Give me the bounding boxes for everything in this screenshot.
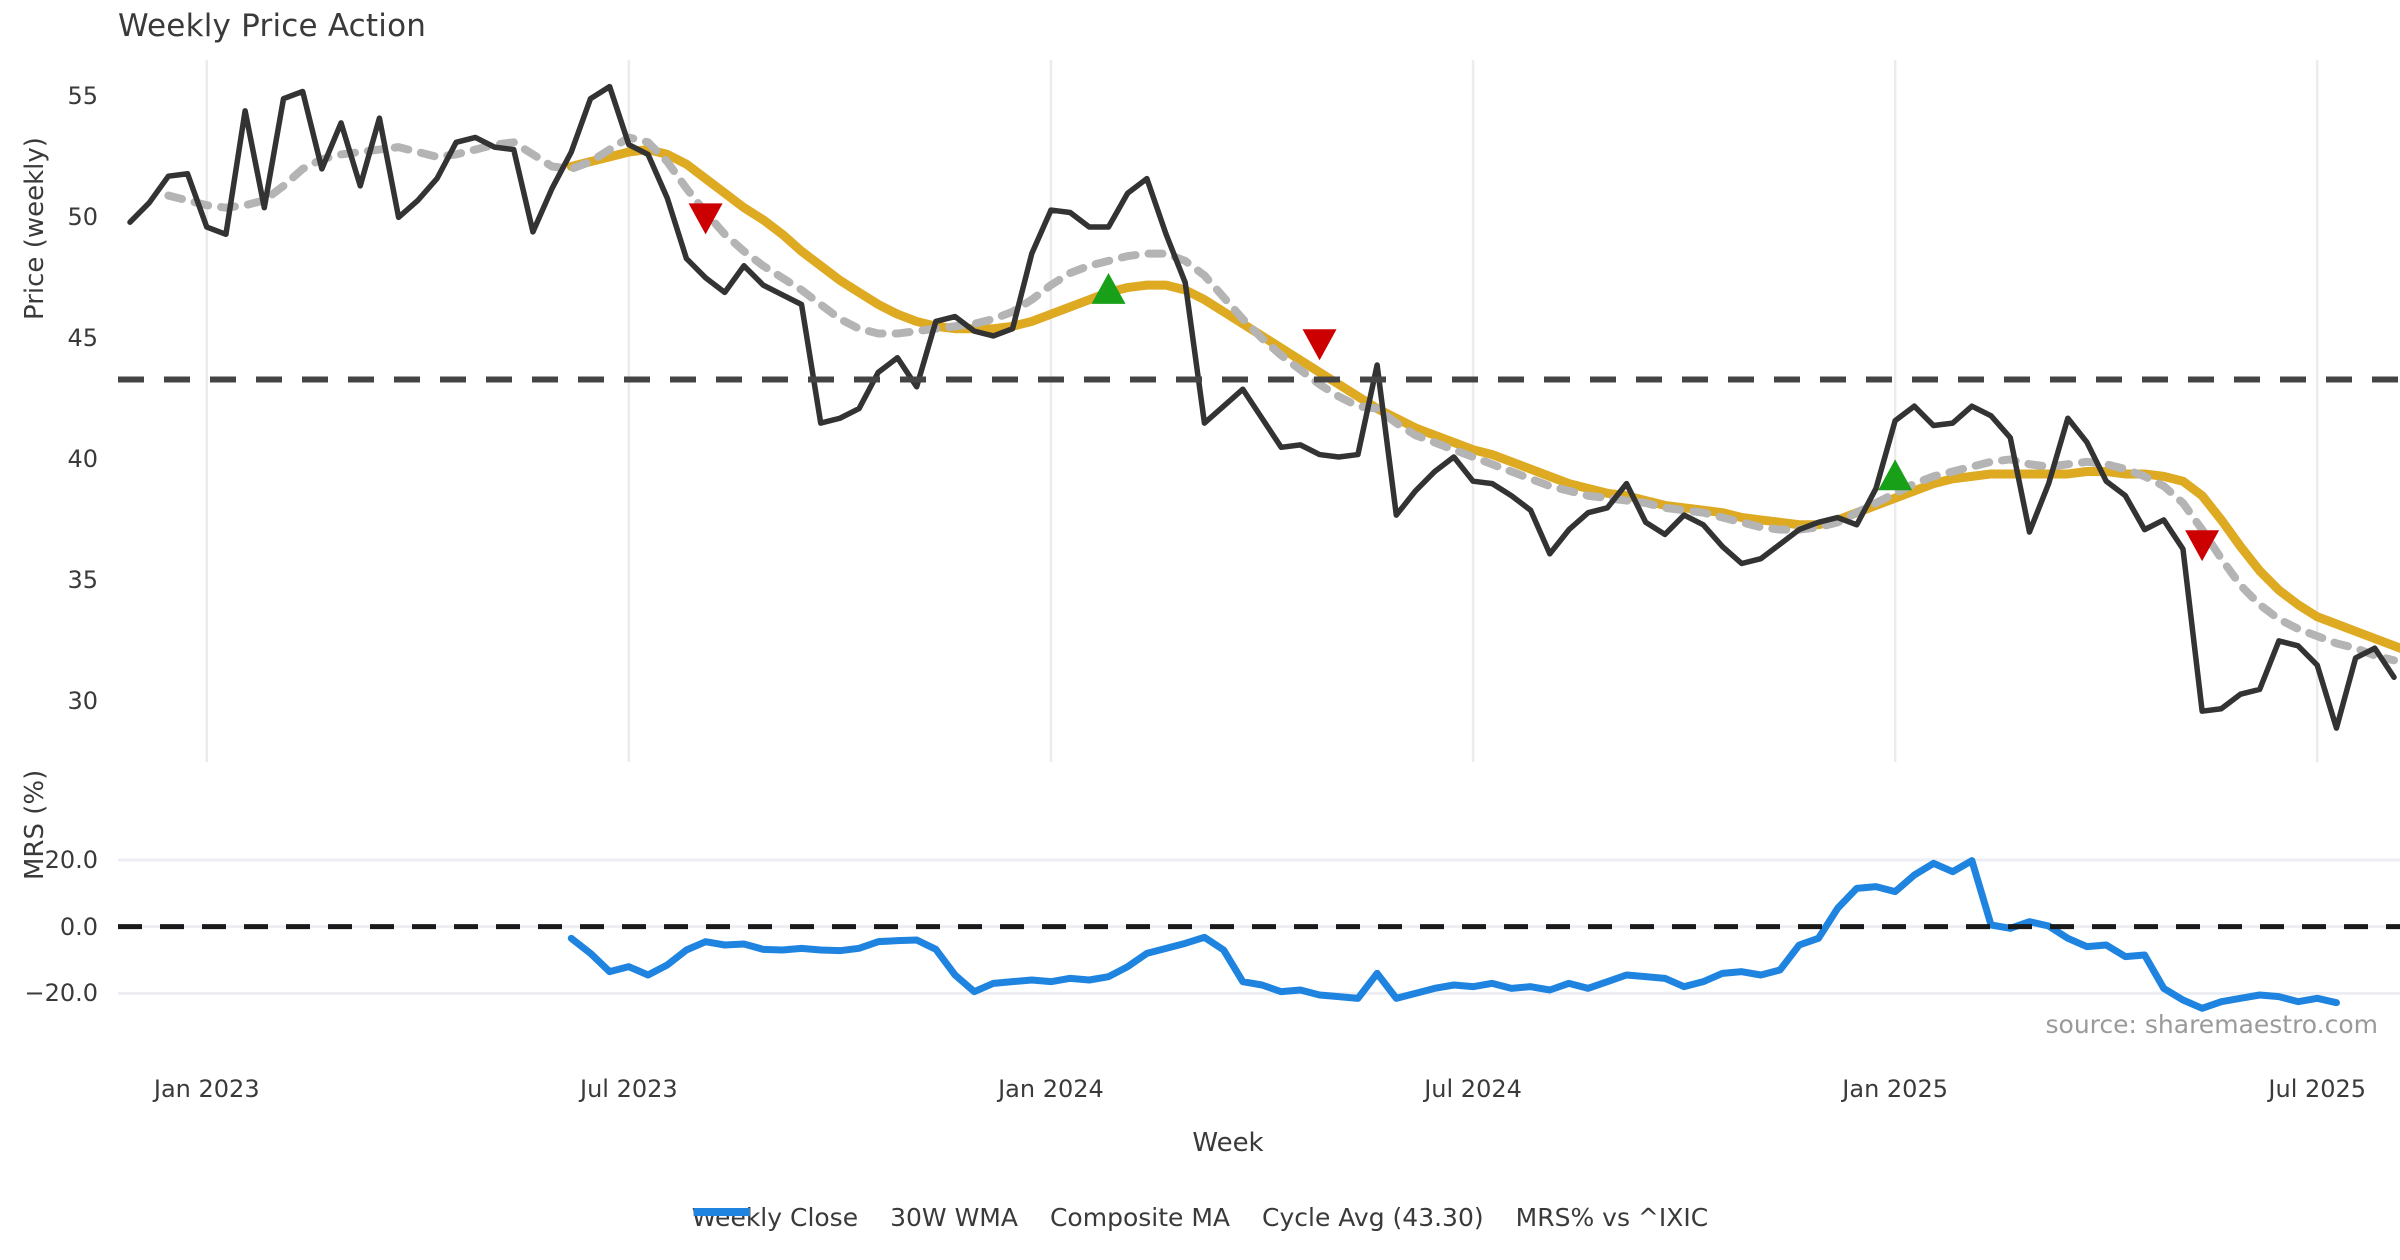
buy-marker-icon	[1878, 459, 1913, 491]
price-y-tick: 45	[67, 324, 98, 353]
chart-legend: Weekly Close 30W WMA Composite MA Cycle Avg…	[692, 1203, 1708, 1232]
series-30w-wma	[566, 145, 2400, 653]
chart-title: Weekly Price Action	[118, 8, 427, 44]
legend-label: MRS% vs ^IXIC	[1515, 1203, 1709, 1232]
sell-marker-icon	[1302, 329, 1337, 361]
sell-marker-icon	[688, 203, 723, 235]
x-tick: Jul 2024	[1424, 1075, 1522, 1103]
price-y-tick: 50	[67, 203, 98, 232]
source-watermark: source: sharemaestro.com	[2045, 1010, 2379, 1039]
legend-item[interactable]: Composite MA	[693, 1203, 1231, 1232]
series-weekly-close	[127, 83, 2397, 731]
price-y-tick: 55	[67, 82, 98, 111]
legend-label: Weekly Close	[691, 1203, 859, 1232]
mrs-y-tick: 20.0	[44, 846, 98, 874]
sell-marker-icon	[2185, 530, 2220, 562]
x-tick: Jul 2025	[2268, 1075, 2367, 1103]
price-y-tick: 30	[67, 687, 98, 716]
buy-marker-icon	[1091, 272, 1126, 304]
x-axis-label: Week	[1192, 1128, 1264, 1158]
legend-item[interactable]: 30W WMA	[693, 1203, 1018, 1232]
legend-label: Cycle Avg (43.30)	[1262, 1203, 1484, 1232]
price-y-tick: 35	[67, 566, 98, 595]
mrs-y-tick: 0.0	[59, 912, 98, 941]
series-composite-ma	[164, 133, 2398, 665]
price-y-tick: 40	[67, 445, 98, 474]
x-tick: Jan 2023	[153, 1075, 260, 1103]
x-tick: Jan 2024	[998, 1075, 1104, 1103]
mrs-y-tick: −20.0	[24, 979, 98, 1008]
series-mrs-percent	[567, 857, 2340, 1012]
legend-item[interactable]: MRS% vs ^IXIC	[693, 1203, 1709, 1232]
legend-item[interactable]: Cycle Avg (43.30)	[693, 1203, 1484, 1232]
legend-swatch-icon	[693, 1208, 750, 1216]
legend-label: 30W WMA	[890, 1203, 1018, 1232]
legend-label: Composite MA	[1049, 1203, 1231, 1232]
x-tick: Jul 2023	[580, 1075, 678, 1103]
x-tick: Jan 2025	[1842, 1075, 1948, 1103]
